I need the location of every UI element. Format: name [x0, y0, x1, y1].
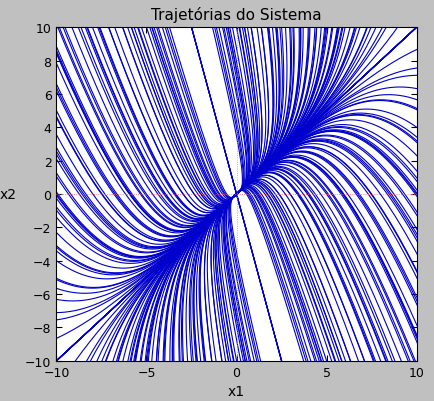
X-axis label: x1: x1 [228, 384, 245, 398]
Y-axis label: x2: x2 [0, 188, 17, 201]
Title: Trajetórias do Sistema: Trajetórias do Sistema [151, 7, 322, 23]
